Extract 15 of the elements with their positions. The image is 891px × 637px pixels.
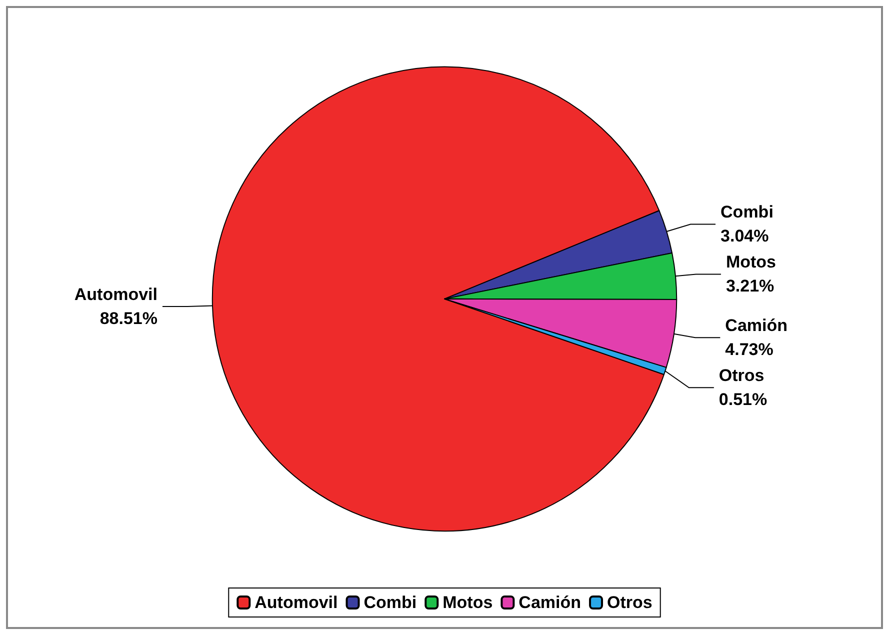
legend-label: Otros <box>607 593 652 612</box>
data-label: 3.21% <box>726 276 774 296</box>
slice-label: Motos <box>726 252 776 272</box>
data-label: 88.51% <box>100 308 158 328</box>
slice-label: Otros <box>718 366 764 386</box>
legend-label: Camión <box>518 593 582 612</box>
legend-label: Automovil <box>254 593 338 612</box>
slice-label: Camión <box>725 316 788 336</box>
data-label: 4.73% <box>725 340 774 360</box>
data-label: 0.51% <box>718 390 768 410</box>
slice-label: Combi <box>720 202 774 222</box>
legend-label: Motos <box>442 593 493 612</box>
legend-label: Combi <box>364 593 417 612</box>
data-label: 3.04% <box>720 226 769 246</box>
slice-label: Automovil <box>74 284 158 304</box>
